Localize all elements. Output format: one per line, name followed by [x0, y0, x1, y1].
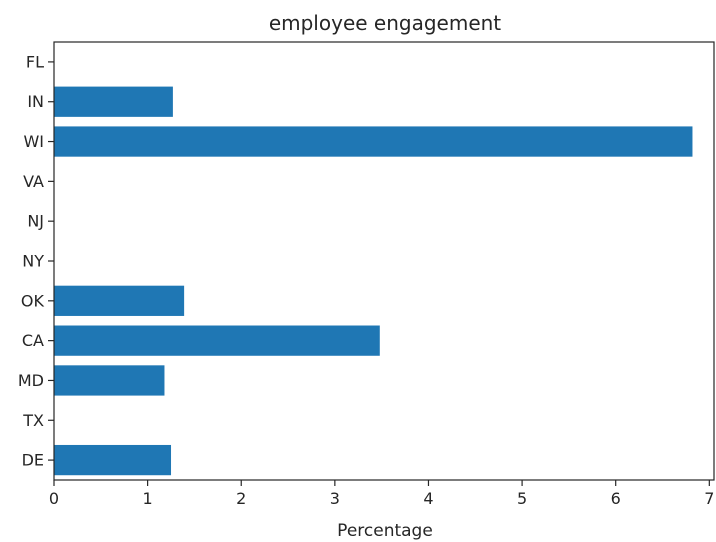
y-tick-label: WI — [23, 132, 44, 151]
bar-ca — [54, 325, 380, 356]
y-tick-label: TX — [22, 411, 44, 430]
x-tick-label: 0 — [49, 489, 59, 508]
bar-wi — [54, 126, 693, 157]
y-tick-label: CA — [22, 331, 44, 350]
y-tick-label: OK — [21, 291, 45, 310]
bar-ok — [54, 285, 185, 316]
x-tick-label: 7 — [704, 489, 714, 508]
y-axis-ticks: DE TX MD CA OK NY NJ VA WI IN FL — [18, 52, 54, 470]
bar-in — [54, 86, 173, 117]
x-axis-ticks: 0 1 2 3 4 5 6 7 — [49, 480, 714, 508]
y-tick-label: NY — [22, 252, 44, 271]
bar-md — [54, 365, 165, 396]
y-tick-label: IN — [27, 92, 44, 111]
y-tick-label: NJ — [27, 212, 44, 231]
x-tick-label: 4 — [423, 489, 433, 508]
bar-de — [54, 444, 172, 476]
chart-title: employee engagement — [269, 11, 501, 35]
x-tick-label: 5 — [517, 489, 527, 508]
y-tick-label: DE — [22, 451, 44, 470]
x-tick-label: 2 — [236, 489, 246, 508]
y-tick-label: VA — [23, 172, 44, 191]
x-tick-label: 3 — [330, 489, 340, 508]
y-tick-label: MD — [18, 371, 44, 390]
x-tick-label: 6 — [611, 489, 621, 508]
plot-frame — [53, 41, 715, 481]
y-tick-label: FL — [26, 52, 44, 71]
x-axis-label: Percentage — [337, 521, 433, 541]
x-tick-label: 1 — [143, 489, 153, 508]
bars-group — [54, 86, 693, 476]
